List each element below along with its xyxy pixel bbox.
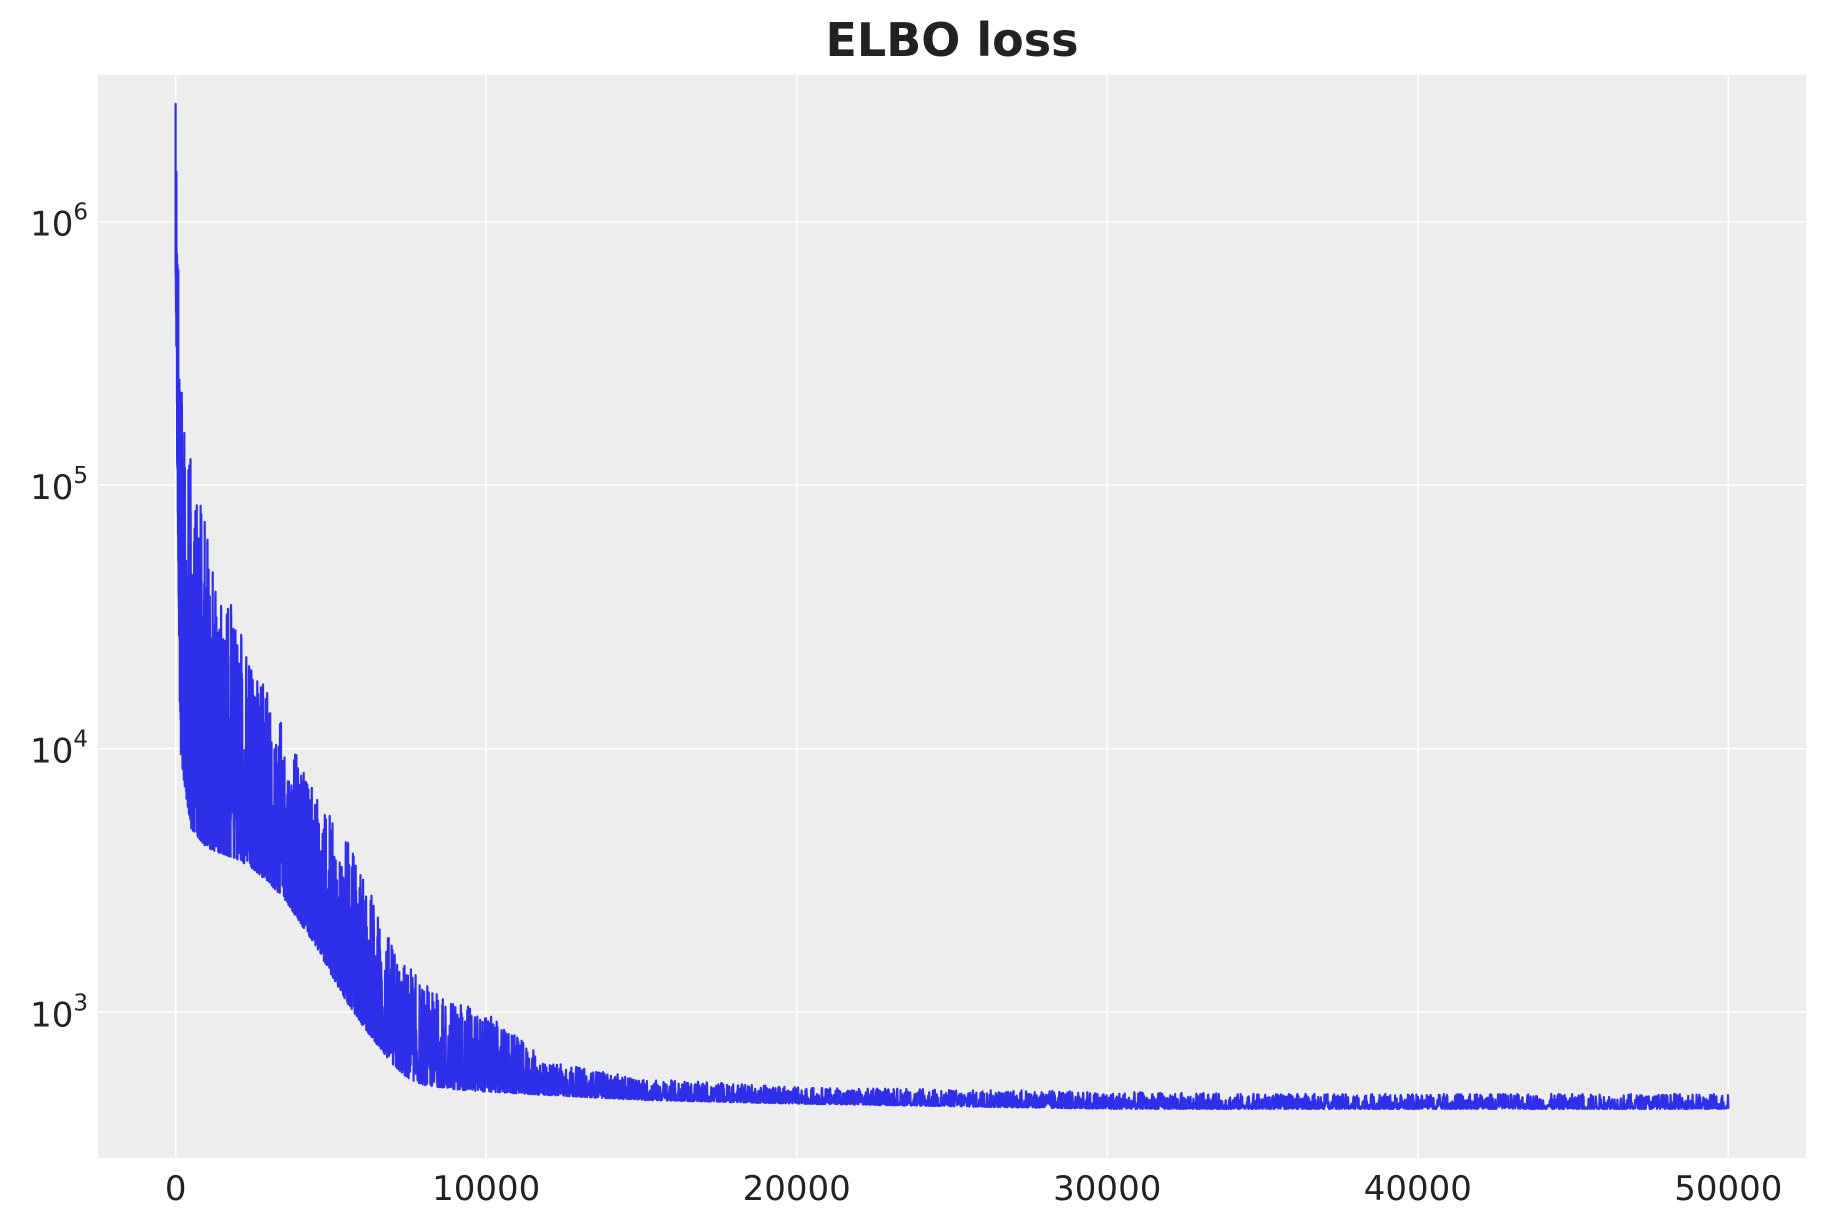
y-tick-label: 104 [30,727,88,772]
y-tick-label: 106 [30,200,88,245]
y-tick-label: 105 [30,463,88,508]
y-tick-label: 103 [30,990,88,1035]
x-tick-label: 0 [165,1169,187,1209]
x-tick-labels: 0 10000 20000 30000 40000 50000 [165,1169,1783,1209]
loss-series-line [174,102,1730,1110]
plot-background [98,75,1806,1158]
y-tick-labels: 103 104 105 106 [30,200,88,1036]
x-tick-label: 30000 [1053,1169,1161,1209]
chart-title: ELBO loss [825,13,1078,67]
x-tick-label: 20000 [743,1169,851,1209]
x-tick-label: 10000 [432,1169,540,1209]
x-tick-label: 50000 [1674,1169,1782,1209]
x-tick-label: 40000 [1364,1169,1472,1209]
